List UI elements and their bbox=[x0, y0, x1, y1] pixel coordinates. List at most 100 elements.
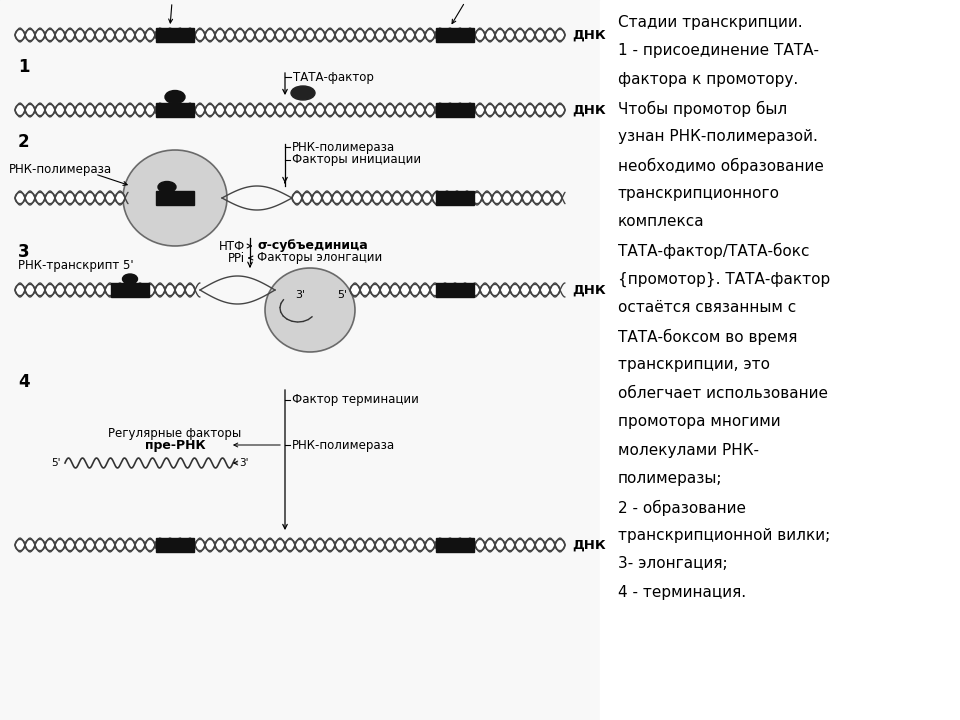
Text: Стадии транскрипции.: Стадии транскрипции. bbox=[618, 15, 803, 30]
Ellipse shape bbox=[45, 539, 55, 551]
Ellipse shape bbox=[75, 539, 85, 551]
Ellipse shape bbox=[395, 539, 405, 551]
Ellipse shape bbox=[362, 192, 372, 204]
Ellipse shape bbox=[105, 104, 115, 116]
Text: 4 - терминация.: 4 - терминация. bbox=[618, 585, 746, 600]
Ellipse shape bbox=[545, 539, 555, 551]
Ellipse shape bbox=[335, 104, 345, 116]
Ellipse shape bbox=[345, 539, 355, 551]
Ellipse shape bbox=[185, 539, 195, 551]
Text: 4: 4 bbox=[18, 373, 30, 391]
Ellipse shape bbox=[35, 192, 45, 204]
Ellipse shape bbox=[385, 30, 395, 40]
Ellipse shape bbox=[515, 539, 525, 551]
Ellipse shape bbox=[435, 539, 445, 551]
Ellipse shape bbox=[255, 539, 265, 551]
Text: НТФ: НТФ bbox=[219, 240, 245, 253]
Ellipse shape bbox=[490, 284, 500, 296]
Text: необходимо образование: необходимо образование bbox=[618, 158, 824, 174]
Text: ТАТА-фактор: ТАТА-фактор bbox=[293, 71, 373, 84]
Bar bbox=[436, 283, 474, 297]
Ellipse shape bbox=[215, 30, 225, 40]
Ellipse shape bbox=[532, 192, 542, 204]
Ellipse shape bbox=[552, 192, 562, 204]
Ellipse shape bbox=[365, 539, 375, 551]
Ellipse shape bbox=[440, 284, 450, 296]
Ellipse shape bbox=[158, 181, 176, 192]
Ellipse shape bbox=[15, 30, 25, 40]
Ellipse shape bbox=[465, 539, 475, 551]
Ellipse shape bbox=[225, 30, 235, 40]
Ellipse shape bbox=[135, 284, 145, 296]
Ellipse shape bbox=[345, 30, 355, 40]
Ellipse shape bbox=[295, 104, 305, 116]
Ellipse shape bbox=[470, 284, 480, 296]
Ellipse shape bbox=[55, 30, 65, 40]
Text: фактора к промотору.: фактора к промотору. bbox=[618, 72, 799, 87]
Ellipse shape bbox=[325, 30, 335, 40]
Ellipse shape bbox=[205, 30, 215, 40]
Ellipse shape bbox=[322, 192, 332, 204]
Ellipse shape bbox=[105, 284, 115, 296]
Ellipse shape bbox=[265, 104, 275, 116]
Bar bbox=[156, 538, 194, 552]
Ellipse shape bbox=[450, 284, 460, 296]
Text: остаётся связанным с: остаётся связанным с bbox=[618, 300, 796, 315]
Ellipse shape bbox=[455, 104, 465, 116]
Ellipse shape bbox=[285, 539, 295, 551]
Ellipse shape bbox=[25, 284, 35, 296]
Ellipse shape bbox=[85, 284, 95, 296]
Ellipse shape bbox=[305, 539, 315, 551]
Ellipse shape bbox=[492, 192, 502, 204]
Text: Факторы инициации: Факторы инициации bbox=[292, 153, 421, 166]
Bar bbox=[156, 103, 194, 117]
Ellipse shape bbox=[405, 104, 415, 116]
Ellipse shape bbox=[495, 104, 505, 116]
Ellipse shape bbox=[535, 539, 545, 551]
Ellipse shape bbox=[462, 192, 472, 204]
Ellipse shape bbox=[85, 539, 95, 551]
Ellipse shape bbox=[15, 192, 25, 204]
Text: ДНК: ДНК bbox=[572, 104, 606, 117]
Text: РНК-транскрипт 5': РНК-транскрипт 5' bbox=[18, 258, 133, 271]
Ellipse shape bbox=[295, 539, 305, 551]
Ellipse shape bbox=[35, 539, 45, 551]
Ellipse shape bbox=[235, 30, 245, 40]
Ellipse shape bbox=[422, 192, 432, 204]
Ellipse shape bbox=[285, 30, 295, 40]
Ellipse shape bbox=[25, 192, 35, 204]
Ellipse shape bbox=[245, 539, 255, 551]
Ellipse shape bbox=[255, 30, 265, 40]
Ellipse shape bbox=[495, 539, 505, 551]
Ellipse shape bbox=[65, 539, 75, 551]
Text: РНК-полимераза: РНК-полимераза bbox=[9, 163, 111, 176]
Ellipse shape bbox=[165, 91, 185, 104]
Text: 2: 2 bbox=[18, 133, 30, 151]
Ellipse shape bbox=[115, 539, 125, 551]
Ellipse shape bbox=[75, 30, 85, 40]
Ellipse shape bbox=[295, 30, 305, 40]
Ellipse shape bbox=[555, 104, 565, 116]
Ellipse shape bbox=[125, 539, 135, 551]
Ellipse shape bbox=[510, 284, 520, 296]
Text: 3: 3 bbox=[18, 243, 30, 261]
Ellipse shape bbox=[332, 192, 342, 204]
Text: Фактор терминации: Фактор терминации bbox=[292, 394, 419, 407]
Ellipse shape bbox=[345, 104, 355, 116]
Ellipse shape bbox=[472, 192, 482, 204]
Text: PPi: PPi bbox=[228, 251, 245, 264]
Ellipse shape bbox=[482, 192, 492, 204]
Ellipse shape bbox=[325, 104, 335, 116]
Ellipse shape bbox=[95, 539, 105, 551]
Ellipse shape bbox=[302, 192, 312, 204]
Ellipse shape bbox=[25, 30, 35, 40]
Ellipse shape bbox=[195, 539, 205, 551]
Text: σ-субъединица: σ-субъединица bbox=[257, 240, 368, 253]
Ellipse shape bbox=[185, 30, 195, 40]
Ellipse shape bbox=[445, 30, 455, 40]
Ellipse shape bbox=[45, 104, 55, 116]
Ellipse shape bbox=[305, 30, 315, 40]
Ellipse shape bbox=[335, 539, 345, 551]
Ellipse shape bbox=[535, 30, 545, 40]
Ellipse shape bbox=[255, 104, 265, 116]
